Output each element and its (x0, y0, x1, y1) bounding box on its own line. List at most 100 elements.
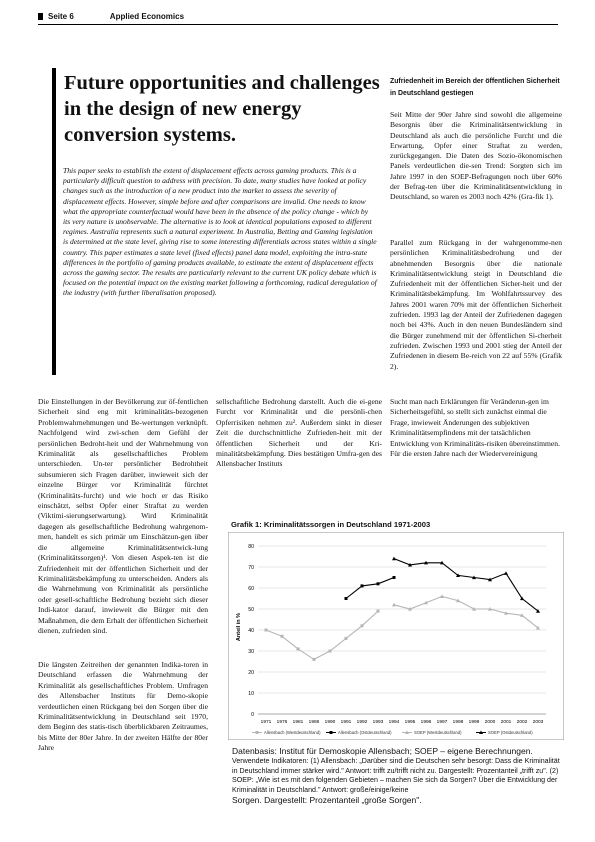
legend-marker (255, 731, 259, 734)
y-tick-label: 30 (248, 649, 254, 655)
header-rule (38, 24, 558, 25)
data-point (312, 657, 316, 661)
legend-label: SOEP (Ostdeutschland) (488, 730, 533, 735)
body-col1-paragraph-1: Die Einstellungen in der Bevölkerung zur… (38, 397, 208, 635)
data-point (440, 560, 444, 565)
legend-marker (329, 731, 333, 734)
caption-source: Datenbasis: Institut für Demoskopie Alle… (232, 746, 533, 756)
data-point (408, 607, 412, 611)
data-point (520, 613, 524, 617)
series-path (393, 558, 539, 612)
x-tick-labels: 1971 1976 1981 1986 1990 1991 1992 1993 1994 1995… (261, 719, 544, 725)
data-point (424, 600, 428, 605)
x-tick-label: 2003 (533, 719, 544, 725)
x-tick-label: 1990 (325, 719, 336, 725)
data-point (504, 611, 508, 615)
article-title: Future opportunities and challenges in t… (64, 72, 380, 146)
x-tick-label: 2002 (517, 719, 528, 725)
data-point (264, 628, 268, 632)
page-number: Seite 6 (48, 12, 74, 21)
running-header: Seite 6 Applied Economics (38, 12, 184, 21)
series-line (344, 576, 396, 600)
legend-label: SOEP (Westdeutschland) (414, 730, 462, 735)
y-tick-label: 10 (248, 691, 254, 697)
data-point (360, 624, 364, 628)
x-tick-label: 1986 (309, 719, 320, 725)
data-point (488, 577, 492, 582)
data-point (376, 609, 380, 613)
data-point (456, 598, 460, 603)
data-point (360, 584, 364, 588)
data-point (424, 560, 428, 565)
y-tick-label: 40 (248, 628, 254, 634)
x-tick-label: 1998 (453, 719, 464, 725)
x-tick-label: 1976 (277, 719, 288, 725)
y-tick-label: 70 (248, 565, 254, 571)
chart-series (264, 556, 540, 661)
x-tick-label: 1997 (437, 719, 448, 725)
caption-indicators: Verwendete Indikatoren: (1) Allensbach: … (232, 757, 560, 794)
right-column-heading: Zufriedenheit im Bereich der öffentliche… (390, 78, 560, 97)
right-column-paragraph-1: Seit Mitte der 90er Jahre sind sowohl di… (390, 110, 562, 202)
data-point (536, 609, 540, 613)
data-point (296, 647, 300, 651)
body-col3-paragraph-1: Sucht man nach Erklärungen für Veränderu… (390, 397, 560, 459)
body-col1-paragraph-2: Die längsten Zeitreihen der genannten In… (38, 660, 208, 753)
title-side-bar (52, 68, 56, 375)
body-col2-paragraph-1: sellschaftliche Bedrohung darstellt. Auc… (216, 397, 382, 469)
data-point (408, 562, 412, 567)
series-line (264, 609, 380, 661)
chart-title: Grafik 1: Kriminalitätssorgen in Deutsch… (231, 520, 431, 529)
x-tick-label: 1994 (389, 719, 400, 725)
series-line (392, 556, 540, 613)
y-tick-label: 60 (248, 586, 254, 592)
y-tick-label: 0 (251, 712, 254, 718)
x-tick-label: 1981 (293, 719, 304, 725)
article-abstract: This paper seeks to establish the extent… (63, 166, 377, 298)
data-point (456, 573, 460, 577)
x-tick-label: 1992 (357, 719, 368, 725)
x-tick-label: 1995 (405, 719, 416, 725)
data-point (344, 636, 348, 640)
y-tick-label: 50 (248, 607, 254, 613)
data-point (392, 556, 396, 561)
x-tick-label: 2001 (501, 719, 512, 725)
data-point (344, 597, 348, 600)
legend-label: Allensbach (Ostdeutschland) (338, 730, 392, 735)
data-point (280, 634, 284, 638)
data-point (392, 602, 396, 607)
y-tick-labels: 0 10 20 30 40 50 60 70 80 (248, 544, 254, 718)
data-point (392, 576, 396, 579)
series-path (345, 576, 395, 599)
x-tick-label: 1991 (341, 719, 352, 725)
x-tick-label: 1999 (469, 719, 480, 725)
x-tick-label: 1996 (421, 719, 432, 725)
series-path (265, 610, 379, 661)
legend-label: Allensbach (Westdeutschland) (264, 730, 321, 735)
data-point (472, 607, 476, 611)
data-point (376, 582, 380, 586)
publication-name: Applied Economics (109, 12, 185, 21)
right-column-paragraph-2: Parallel zum Rückgang in der wahrgenomme… (390, 238, 562, 371)
legend-marker (479, 730, 483, 734)
data-point (328, 649, 332, 653)
legend-marker (405, 730, 409, 734)
data-point (536, 625, 540, 630)
series-line (392, 594, 540, 630)
data-point (440, 594, 444, 598)
series-path (393, 595, 539, 629)
data-point (472, 575, 476, 580)
data-point (504, 571, 508, 575)
data-point (520, 596, 524, 601)
x-tick-label: 1971 (261, 719, 272, 725)
x-tick-label: 1993 (373, 719, 384, 725)
chart-frame (228, 532, 564, 740)
data-point (488, 607, 492, 611)
x-tick-label: 2000 (485, 719, 496, 725)
chart-legend: Allensbach (Westdeutschland) Allensbach (… (252, 730, 533, 735)
caption-displayed: Sorgen. Dargestellt: Prozentanteil „groß… (232, 795, 422, 806)
y-axis-label: Anteil in % (236, 613, 242, 641)
header-square-icon (38, 13, 43, 20)
y-tick-label: 80 (248, 544, 254, 550)
